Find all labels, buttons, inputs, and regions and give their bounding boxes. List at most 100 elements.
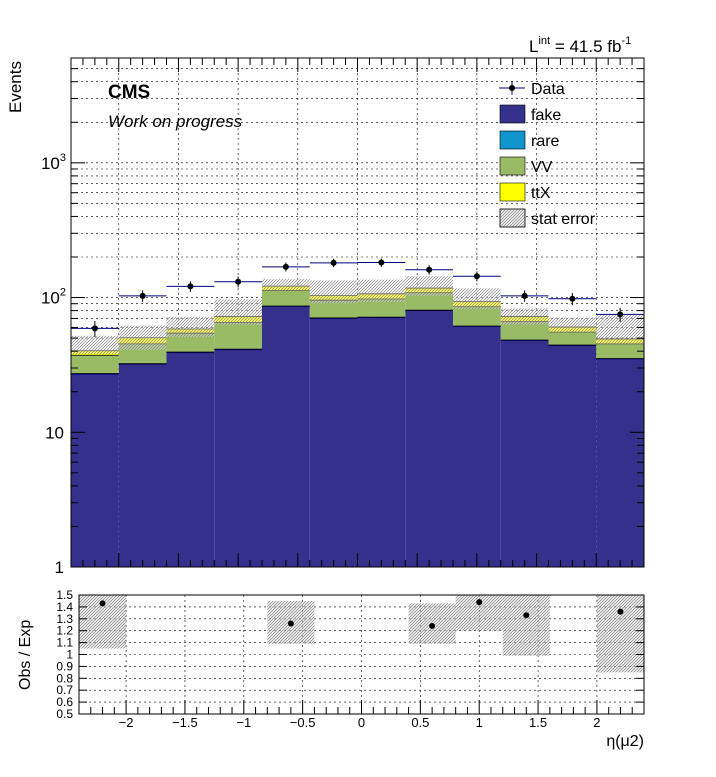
data-point-11: [617, 311, 624, 318]
ratio-ytick-label-0: 0.5: [56, 707, 73, 721]
stat-error-bin-1: [118, 325, 167, 350]
data-point-0: [91, 325, 98, 332]
ratio-ytick-label-7: 1.2: [56, 624, 73, 638]
stack-fake-bin-11: [596, 358, 644, 567]
ratio-y-axis-title: Obs / Exp: [17, 620, 34, 690]
stack-fake-bin-1: [118, 364, 167, 567]
legend-data-label: Data: [531, 81, 565, 98]
stack-VV-bin-11: [596, 343, 644, 359]
stack-fake-bin-0: [71, 374, 119, 567]
x-axis-title: η(μ2): [606, 733, 644, 750]
stat-error-bin-9: [500, 308, 549, 325]
lumi-label: Lint = 41.5 fb-1: [529, 35, 631, 56]
stack-VV-bin-5: [309, 300, 358, 318]
legend-vv-label: VV: [531, 159, 553, 176]
main-ticks: [71, 57, 644, 568]
ratio-ytick-label-9: 1.4: [56, 600, 73, 614]
legend-ttx-swatch: [499, 182, 526, 202]
wip-label: Work on progress: [108, 112, 243, 131]
stack-fake-bin-10: [548, 345, 597, 567]
y-axis-title: Events: [6, 61, 25, 113]
ratio-ytick-label-3: 0.8: [56, 671, 73, 685]
ratio-ticks: [79, 594, 644, 715]
data-points: [71, 258, 644, 337]
stack-VV-bin-8: [453, 306, 501, 326]
stack-VV-bin-4: [262, 290, 310, 306]
data-point-4: [282, 263, 289, 270]
stack-VV-bin-6: [357, 298, 406, 318]
stat-error-bin-5: [309, 280, 358, 304]
stack-VV-bin-10: [548, 332, 597, 346]
main-y-tick-labels: 1 10 102 103: [41, 152, 66, 577]
legend-rare-swatch: [499, 130, 526, 150]
ratio-point-4: [523, 612, 530, 619]
stack-fake-bin-5: [309, 318, 358, 567]
ratio-ytick-label-4: 0.9: [56, 659, 73, 673]
ratio-ytick-label-1: 0.6: [56, 695, 73, 709]
stack-fake-bin-3: [214, 349, 262, 567]
stack-fake-bin-8: [453, 326, 501, 567]
ratio-point-0: [99, 600, 106, 607]
legend-data-marker: [509, 85, 515, 91]
main-ytick-label-2: 102: [41, 287, 66, 308]
stat-error-bin-2: [166, 316, 215, 337]
ratio-xtick-label-7: 1.5: [529, 715, 547, 730]
stat-error-bin-10: [548, 317, 597, 333]
data-point-2: [187, 283, 194, 290]
data-point-7: [426, 266, 433, 273]
ratio-ytick-label-5: 1: [66, 648, 73, 662]
stack-fake-bin-7: [405, 310, 453, 567]
data-point-1: [139, 292, 146, 299]
stat-error-bin-8: [453, 288, 501, 310]
legend-vv-swatch: [499, 156, 526, 176]
stack-VV-bin-2: [166, 333, 215, 353]
ratio-ytick-label-8: 1.3: [56, 612, 73, 626]
ratio-plot: 0.50.60.70.80.911.11.21.31.41.5 −2 −1.5 −1…: [56, 588, 645, 730]
ratio-xtick-label-3: −0.5: [290, 715, 316, 730]
stack-VV-bin-7: [405, 292, 453, 311]
ratio-xtick-label-5: 0.5: [411, 715, 429, 730]
stack-fake-bin-2: [166, 352, 215, 567]
stat-error-bin-0: [71, 335, 119, 355]
ratio-band-5: [596, 595, 644, 673]
ratio-point-5: [617, 608, 624, 615]
legend-ttx-label: ttX: [531, 185, 551, 202]
ratio-band-4: [502, 595, 550, 656]
stat-error-bin-7: [405, 276, 453, 296]
ratio-xtick-label-6: 1: [476, 715, 483, 730]
legend-rare-label: rare: [531, 133, 560, 150]
legend-staterr-swatch: [499, 208, 526, 228]
ratio-ytick-label-10: 1.5: [56, 588, 73, 602]
ratio-ytick-label-2: 0.7: [56, 683, 73, 697]
ratio-point-2: [429, 622, 436, 629]
main-ytick-label-3: 103: [41, 152, 66, 173]
ratio-y-tick-labels: 0.50.60.70.80.911.11.21.31.41.5: [56, 588, 73, 721]
ratio-point-1: [287, 620, 294, 627]
legend-fake-swatch: [499, 104, 526, 124]
ratio-xtick-label-8: 2: [593, 715, 600, 730]
main-plot: 1 10 102 103: [41, 57, 645, 577]
data-point-5: [330, 259, 337, 266]
ratio-xtick-label-1: −1.5: [172, 715, 198, 730]
cms-label: CMS: [108, 82, 150, 103]
ratio-point-3: [476, 599, 483, 606]
stack-VV-bin-9: [500, 321, 549, 341]
stack-VV-bin-0: [71, 355, 119, 374]
data-point-8: [473, 273, 480, 280]
stat-error-band: [71, 276, 644, 355]
main-ytick-label-1: 10: [45, 423, 64, 442]
data-point-3: [235, 278, 242, 285]
data-point-10: [569, 295, 576, 302]
main-ytick-label-0: 1: [55, 558, 64, 577]
stack-fake-bin-6: [357, 317, 406, 567]
legend: Data fake rare VV ttX stat error: [499, 81, 596, 228]
stat-error-bin-4: [262, 279, 310, 291]
legend-fake-label: fake: [531, 107, 561, 124]
stat-error-bin-6: [357, 279, 406, 302]
stack-fake-bin-4: [262, 306, 310, 567]
ratio-x-tick-labels: −2 −1.5 −1 −0.5 0 0.5 1 1.5 2: [119, 715, 601, 730]
ratio-ytick-label-6: 1.1: [56, 636, 73, 650]
stat-error-bin-3: [214, 299, 262, 325]
